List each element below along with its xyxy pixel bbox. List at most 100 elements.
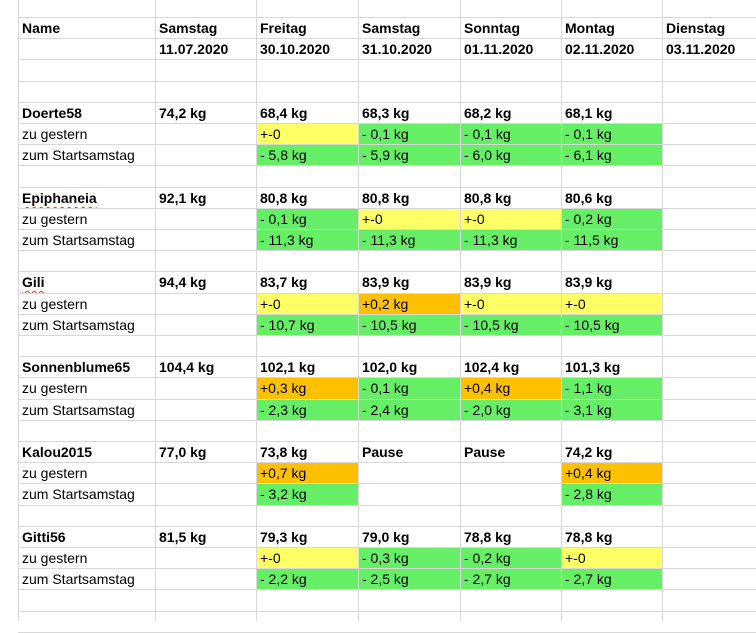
change-start[interactable]: - 6,1 kg	[562, 145, 662, 165]
change-yesterday[interactable]: +-0	[461, 294, 561, 314]
change-yesterday[interactable]: - 0,3 kg	[359, 548, 460, 568]
row-label-yesterday[interactable]: zu gestern	[22, 380, 88, 396]
row-label-start[interactable]: zum Startsamstag	[22, 232, 135, 248]
change-start[interactable]: - 11,3 kg	[257, 230, 358, 250]
change-start[interactable]	[663, 484, 756, 505]
weight-cell[interactable]: 101,3 kg	[565, 359, 621, 375]
change-start[interactable]: - 10,5 kg	[562, 315, 662, 335]
weight-cell[interactable]	[663, 527, 756, 547]
person-name[interactable]: Kalou2015	[22, 444, 93, 460]
change-start[interactable]: - 2,7 kg	[461, 569, 561, 589]
change-start[interactable]: - 10,5 kg	[359, 315, 460, 335]
weight-cell[interactable]	[663, 442, 756, 462]
change-yesterday[interactable]: +0,3 kg	[257, 378, 358, 399]
header-date[interactable]: 01.11.2020	[464, 41, 534, 57]
change-start[interactable]	[663, 145, 756, 165]
row-label-start[interactable]: zum Startsamstag	[22, 571, 135, 587]
header-day[interactable]: Dienstag	[666, 20, 726, 36]
change-start[interactable]: - 10,5 kg	[461, 315, 561, 335]
start-weight[interactable]: 104,4 kg	[159, 359, 215, 375]
weight-cell[interactable]: 68,3 kg	[362, 105, 410, 121]
change-start[interactable]: - 3,2 kg	[257, 484, 358, 505]
change-start[interactable]: - 10,7 kg	[257, 315, 358, 335]
change-yesterday[interactable]: - 0,1 kg	[359, 378, 460, 399]
change-yesterday[interactable]	[663, 378, 756, 399]
weight-cell[interactable]: 73,8 kg	[260, 444, 308, 460]
header-date[interactable]: 30.10.2020	[260, 41, 331, 57]
change-start[interactable]	[663, 400, 756, 420]
change-start[interactable]: - 2,4 kg	[359, 400, 460, 420]
change-yesterday[interactable]: +-0	[257, 124, 358, 144]
start-weight[interactable]: 92,1 kg	[159, 190, 207, 206]
change-yesterday[interactable]: +0,4 kg	[562, 463, 662, 483]
person-name[interactable]: Gili	[19, 272, 155, 293]
weight-cell[interactable]	[663, 357, 756, 377]
change-start[interactable]	[663, 569, 756, 589]
change-yesterday[interactable]	[663, 294, 756, 314]
header-date[interactable]: 11.07.2020	[159, 41, 229, 57]
start-weight[interactable]: 81,5 kg	[159, 529, 207, 545]
change-yesterday[interactable]: +0,7 kg	[257, 463, 358, 483]
start-weight[interactable]: 77,0 kg	[159, 444, 207, 460]
change-start[interactable]: - 2,3 kg	[257, 400, 358, 420]
change-yesterday[interactable]	[663, 209, 756, 229]
change-yesterday[interactable]: +-0	[257, 294, 358, 314]
header-date[interactable]: 31.10.2020	[362, 41, 433, 57]
change-start[interactable]: - 5,8 kg	[257, 145, 358, 165]
change-start[interactable]: - 11,3 kg	[359, 230, 460, 250]
change-yesterday[interactable]	[461, 463, 561, 483]
row-label-yesterday[interactable]: zu gestern	[22, 465, 88, 481]
weight-cell[interactable]: 68,1 kg	[565, 105, 613, 121]
weight-cell[interactable]: Pause	[362, 444, 404, 460]
change-start[interactable]: - 2,2 kg	[257, 569, 358, 589]
person-name[interactable]: Gitti56	[22, 529, 66, 545]
weight-cell[interactable]: 79,0 kg	[362, 529, 410, 545]
person-name[interactable]: Sonnenblume65	[22, 359, 131, 375]
header-day[interactable]: Freitag	[260, 20, 307, 36]
row-label-yesterday[interactable]: zu gestern	[22, 550, 88, 566]
change-start[interactable]	[359, 484, 460, 505]
header-name[interactable]: Name	[22, 20, 61, 36]
header-day[interactable]: Samstag	[159, 20, 218, 36]
change-yesterday[interactable]	[663, 124, 756, 144]
change-yesterday[interactable]	[663, 463, 756, 483]
weight-cell[interactable]: 68,4 kg	[260, 105, 308, 121]
header-day[interactable]: Samstag	[362, 20, 421, 36]
change-yesterday[interactable]: +-0	[359, 209, 460, 229]
weight-cell[interactable]: 68,2 kg	[464, 105, 512, 121]
change-yesterday[interactable]	[663, 548, 756, 568]
weight-cell[interactable]: 80,8 kg	[362, 190, 410, 206]
row-label-start[interactable]: zum Startsamstag	[22, 486, 135, 502]
weight-cell[interactable]: 80,8 kg	[464, 190, 512, 206]
change-start[interactable]: - 2,0 kg	[461, 400, 561, 420]
change-yesterday[interactable]: +0,2 kg	[359, 294, 460, 314]
weight-cell[interactable]: 102,0 kg	[362, 359, 418, 375]
change-yesterday[interactable]: +-0	[562, 548, 662, 568]
header-day[interactable]: Sonntag	[464, 20, 520, 36]
change-yesterday[interactable]: +0,4 kg	[461, 378, 561, 399]
weight-cell[interactable]: 80,6 kg	[565, 190, 613, 206]
row-label-start[interactable]: zum Startsamstag	[22, 317, 135, 333]
weight-cell[interactable]: 78,8 kg	[565, 529, 613, 545]
weight-cell[interactable]: 83,9 kg	[565, 274, 613, 290]
change-start[interactable]: - 5,9 kg	[359, 145, 460, 165]
row-label-start[interactable]: zum Startsamstag	[22, 147, 135, 163]
row-label-yesterday[interactable]: zu gestern	[22, 296, 88, 312]
change-yesterday[interactable]: - 0,2 kg	[461, 548, 561, 568]
change-start[interactable]	[663, 230, 756, 250]
change-start[interactable]: - 11,3 kg	[461, 230, 561, 250]
weight-cell[interactable]: 74,2 kg	[565, 444, 613, 460]
change-start[interactable]	[461, 484, 561, 505]
weight-cell[interactable]: 78,8 kg	[464, 529, 512, 545]
weight-cell[interactable]	[663, 188, 756, 208]
change-yesterday[interactable]	[359, 463, 460, 483]
weight-cell[interactable]	[663, 103, 756, 123]
row-label-yesterday[interactable]: zu gestern	[22, 211, 88, 227]
row-label-yesterday[interactable]: zu gestern	[22, 126, 88, 142]
change-yesterday[interactable]: - 0,1 kg	[359, 124, 460, 144]
change-start[interactable]: - 3,1 kg	[562, 400, 662, 420]
weight-cell[interactable]: 79,3 kg	[260, 529, 308, 545]
weight-cell[interactable]: 80,8 kg	[260, 190, 308, 206]
header-date[interactable]: 02.11.2020	[565, 41, 635, 57]
change-yesterday[interactable]: - 0,1 kg	[562, 124, 662, 144]
